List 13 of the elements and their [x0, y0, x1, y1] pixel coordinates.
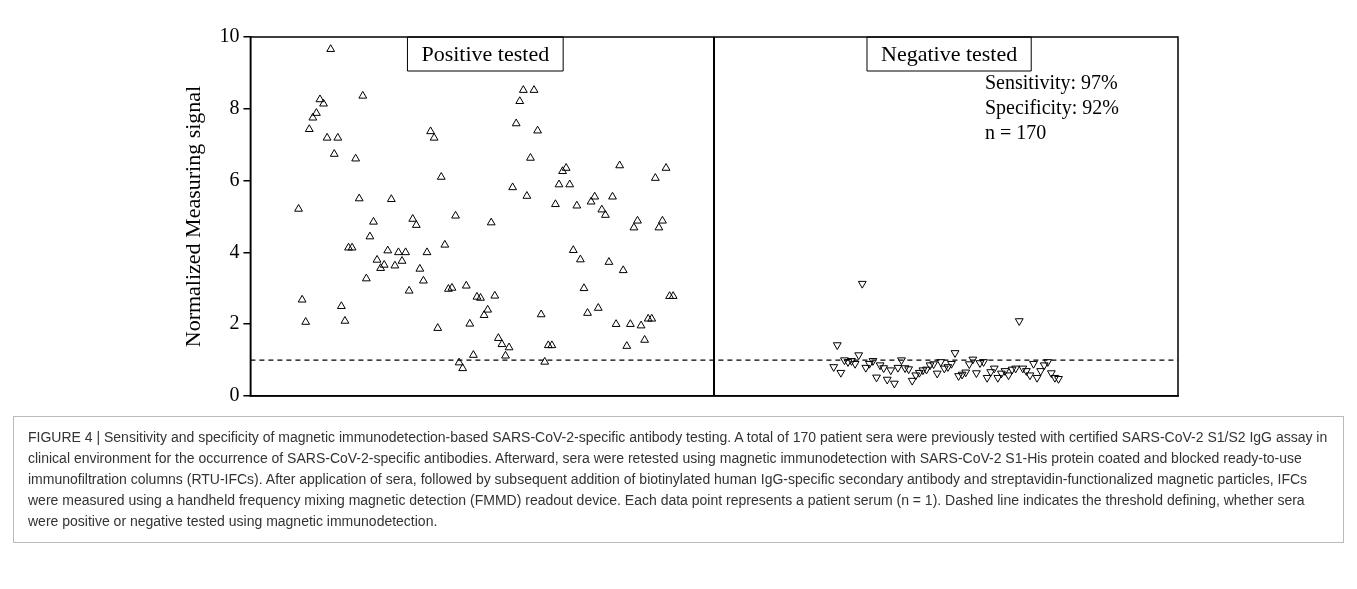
annotation: Positive tested [421, 40, 550, 66]
annotation: Specificity: 92% [985, 96, 1119, 120]
y-tick-label: 10 [219, 24, 240, 47]
y-axis-title: Normalized Measuring signal [179, 85, 205, 348]
y-tick-label: 4 [229, 239, 240, 262]
y-tick-label: 0 [229, 383, 240, 406]
y-tick-label: 2 [229, 311, 240, 334]
y-tick-label: 8 [229, 96, 240, 119]
caption: FIGURE 4 | Sensitivity and specificity of magnetic immunodetection-based SARS-CoV-2-specific antibody testing. A total of 170 patient sera were previously tested with certified SARS-CoV-2 S1/S2 IgG assay in clinical environment for the occurrence of SARS-CoV-2-specific antibodies. Afterward, sera were retested using magnetic immunodetection with SARS-CoV-2 S1-His protein coated and blocked ready-to-use immunofiltration columns (RTU-IFCs). After application of sera, followed by subsequent addition of biotinylated human IgG-specific secondary antibody and streptavidin-functionalized magnetic particles, IFCs were measured using a handheld frequency mixing magnetic detection (FMMD) readout device. Each data point represents a patient serum (n = 1). Dashed line indicates the threshold defining, whether sera were positive or negative tested using magnetic immunodetection. [28, 428, 1329, 531]
annotation: Negative tested [880, 40, 1018, 66]
y-tick-label: 6 [229, 167, 240, 190]
annotation: Sensitivity: 97% [985, 71, 1118, 95]
annotation: n = 170 [985, 121, 1047, 144]
